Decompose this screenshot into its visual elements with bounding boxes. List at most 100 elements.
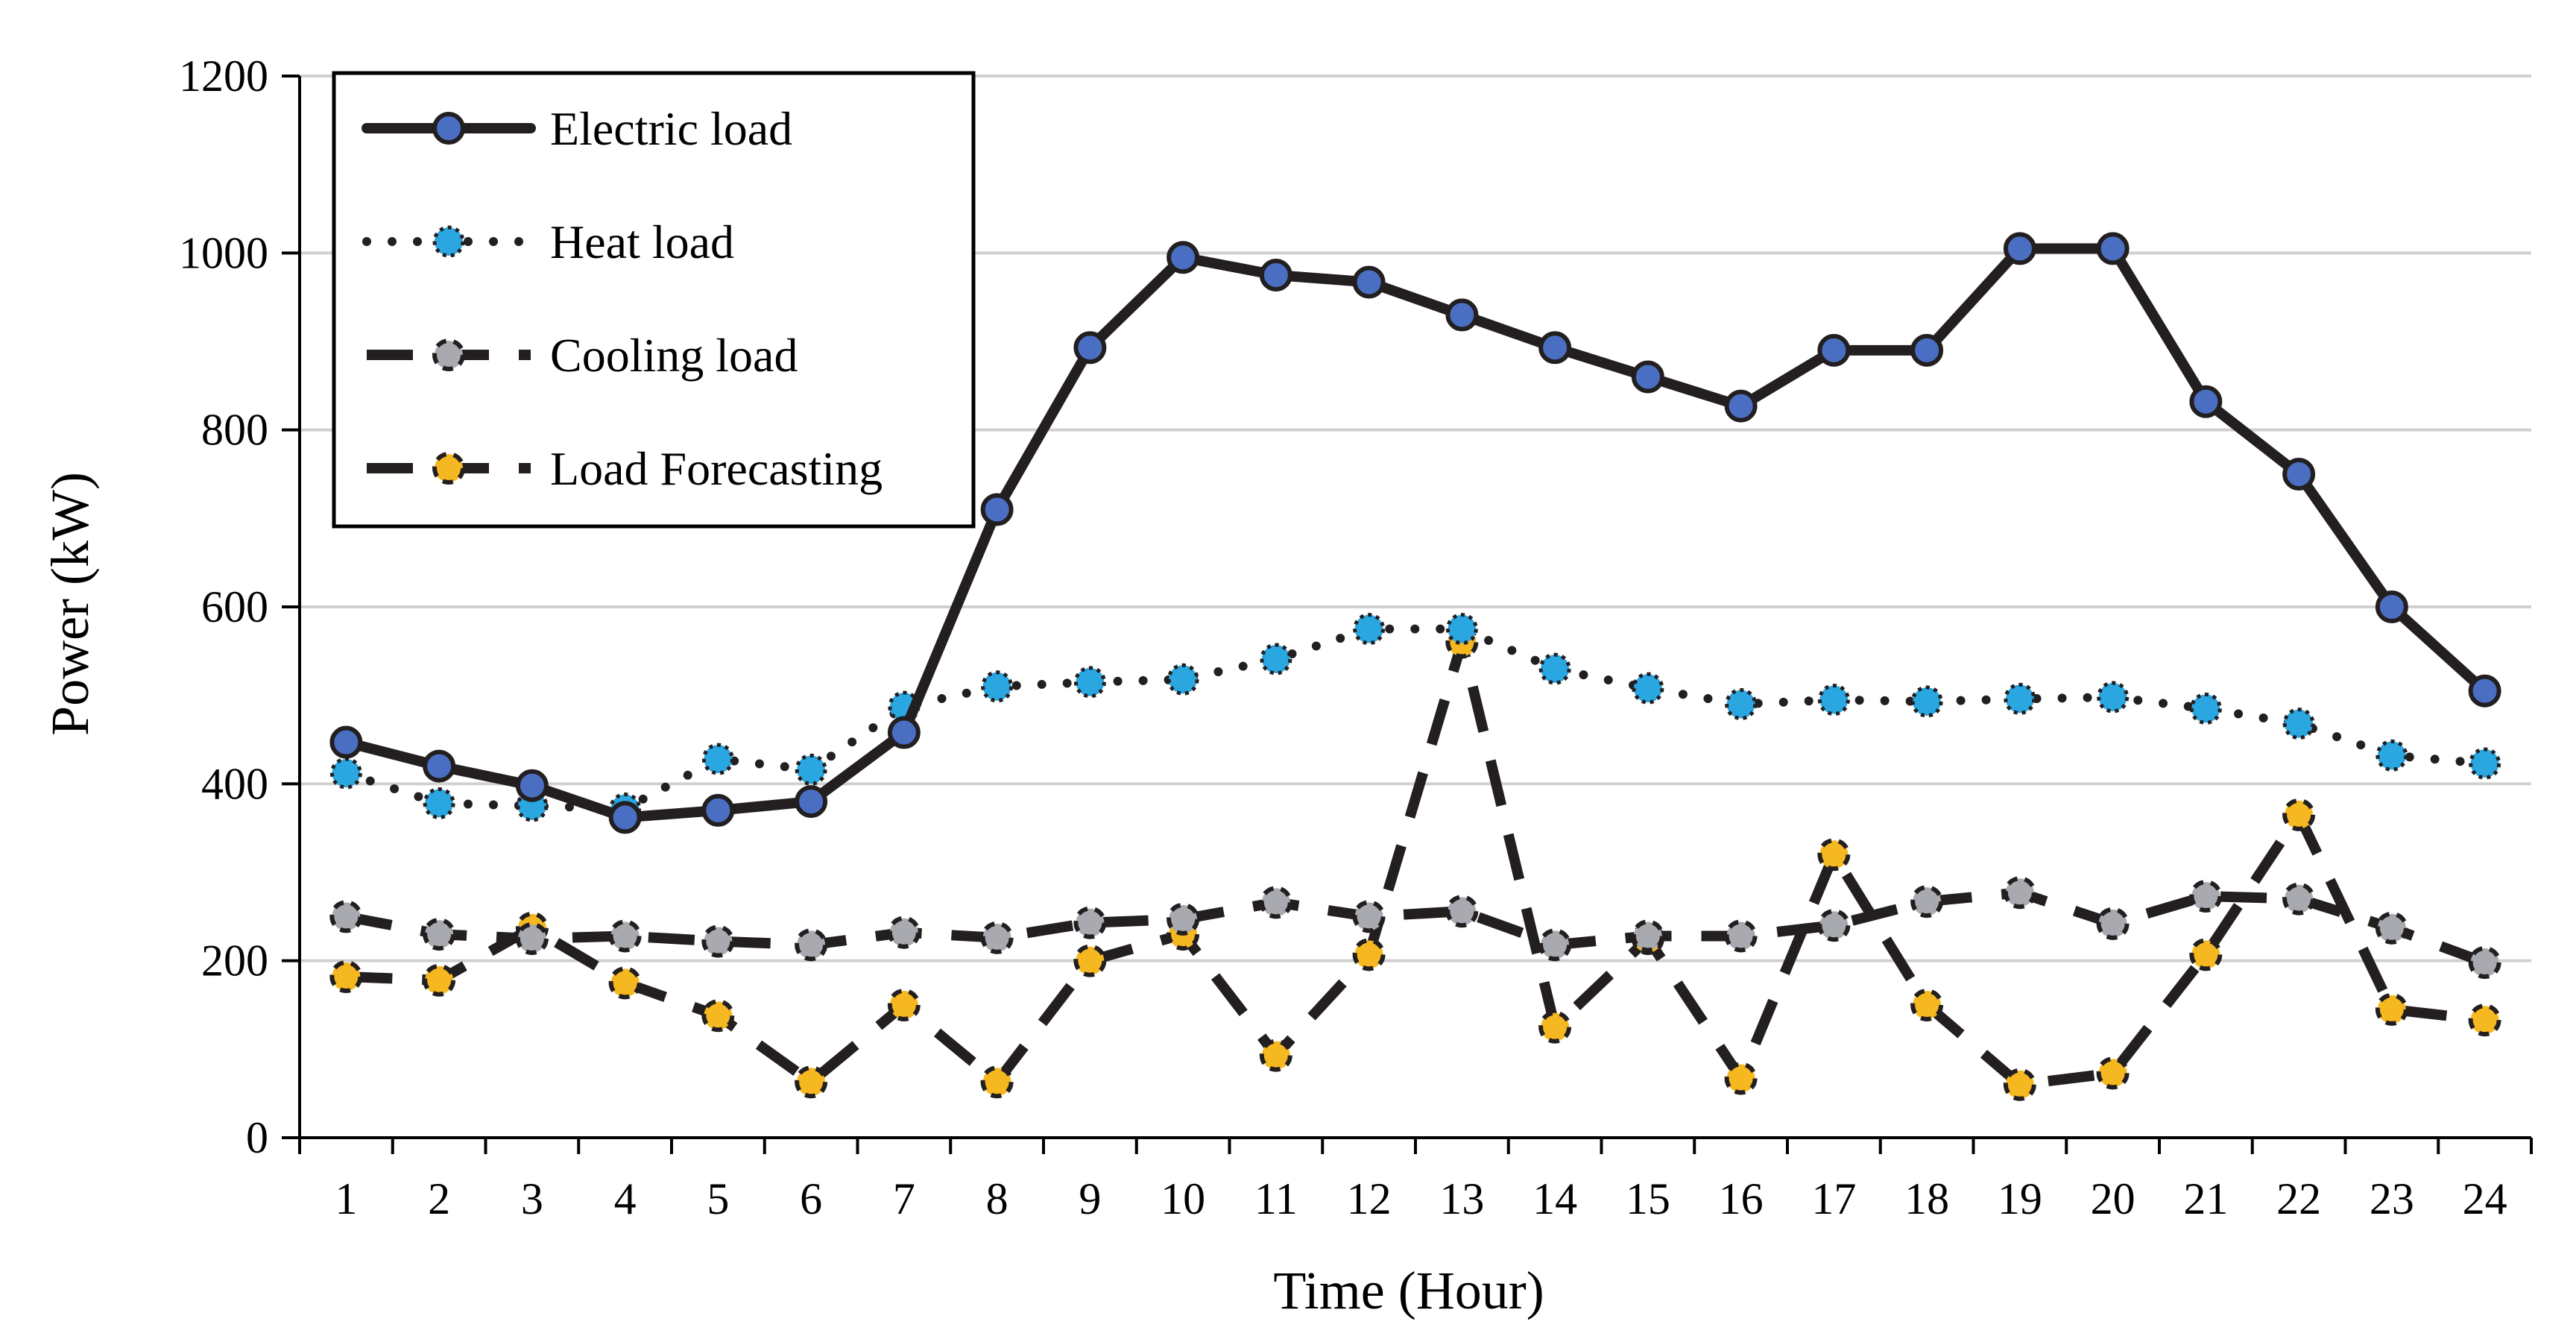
- x-tick-label-16: 16: [1719, 1174, 1764, 1223]
- data-point-electric-load-2: [423, 749, 456, 783]
- data-point-load-forecasting-6: [795, 1065, 828, 1099]
- data-point-electric-load-1: [329, 725, 363, 759]
- data-point-cooling-load-21: [2189, 880, 2223, 913]
- data-point-cooling-load-18: [1910, 885, 1944, 919]
- data-point-electric-load-16: [1724, 389, 1758, 423]
- data-point-electric-load-9: [1073, 331, 1107, 365]
- data-point-electric-load-7: [887, 716, 921, 749]
- data-point-cooling-load-9: [1073, 906, 1107, 939]
- series-line-load-forecasting: [346, 637, 2486, 1090]
- data-point-heat-load-13: [1445, 613, 1478, 646]
- legend-marker-electric-load: [432, 112, 465, 145]
- data-point-cooling-load-15: [1631, 919, 1664, 953]
- data-point-load-forecasting-17: [1817, 838, 1851, 872]
- data-point-load-forecasting-23: [2375, 992, 2408, 1026]
- x-tick-label-7: 7: [893, 1174, 915, 1223]
- x-tick-label-23: 23: [2370, 1174, 2414, 1223]
- legend: Electric load Heat load Cooling load Load F…: [332, 71, 976, 529]
- data-point-electric-load-3: [515, 769, 549, 802]
- y-tick-label-200: 200: [201, 936, 268, 986]
- series-group: [329, 232, 2501, 1101]
- data-point-heat-load-10: [1167, 663, 1199, 696]
- data-point-cooling-load-13: [1445, 895, 1479, 928]
- data-point-load-forecasting-19: [2003, 1068, 2036, 1101]
- x-tick-label-1: 1: [335, 1174, 357, 1223]
- data-point-electric-load-10: [1167, 241, 1200, 274]
- data-point-cooling-load-3: [515, 922, 549, 955]
- data-point-cooling-load-4: [608, 919, 642, 953]
- data-point-load-forecasting-4: [608, 966, 642, 1000]
- data-point-cooling-load-20: [2096, 907, 2130, 940]
- data-point-cooling-load-16: [1724, 919, 1758, 953]
- data-point-cooling-load-14: [1538, 928, 1572, 962]
- x-tick-label-3: 3: [521, 1174, 543, 1223]
- y-tick-label-0: 0: [246, 1113, 268, 1162]
- data-point-heat-load-21: [2189, 692, 2222, 725]
- x-tick-label-14: 14: [1532, 1174, 1577, 1223]
- data-point-load-forecasting-8: [980, 1065, 1014, 1099]
- data-point-cooling-load-1: [329, 900, 363, 933]
- data-point-heat-load-22: [2282, 708, 2315, 740]
- data-point-electric-load-4: [608, 801, 642, 834]
- data-point-load-forecasting-16: [1724, 1062, 1758, 1095]
- data-point-load-forecasting-11: [1259, 1039, 1292, 1072]
- data-point-heat-load-5: [701, 743, 734, 775]
- legend-label-load-forecasting: Load Forecasting: [550, 442, 883, 495]
- legend-box: [332, 71, 976, 529]
- legend-marker-load-forecasting: [432, 452, 465, 485]
- y-tick-label-800: 800: [201, 406, 268, 455]
- data-point-cooling-load-19: [2003, 876, 2036, 910]
- data-point-electric-load-21: [2189, 385, 2223, 418]
- x-tick-label-11: 11: [1254, 1174, 1298, 1223]
- data-point-heat-load-9: [1073, 666, 1106, 699]
- data-point-cooling-load-6: [795, 928, 828, 962]
- legend-entry-load-forecasting: Load Forecasting: [367, 442, 883, 495]
- x-tick-label-20: 20: [2091, 1174, 2135, 1223]
- data-point-electric-load-22: [2282, 458, 2316, 491]
- y-tick-label-400: 400: [201, 759, 268, 808]
- data-point-cooling-load-22: [2282, 882, 2316, 916]
- data-point-electric-load-6: [795, 785, 828, 819]
- legend-label-electric-load: Electric load: [550, 102, 792, 155]
- y-tick-label-1200: 1200: [179, 51, 268, 101]
- y-tick-label-600: 600: [201, 582, 268, 631]
- data-point-cooling-load-24: [2468, 946, 2501, 980]
- data-point-electric-load-15: [1631, 360, 1664, 394]
- data-point-heat-load-16: [1725, 688, 1758, 721]
- x-tick-label-13: 13: [1439, 1174, 1484, 1223]
- data-point-load-forecasting-14: [1538, 1010, 1572, 1044]
- data-point-heat-load-18: [1910, 685, 1943, 718]
- x-tick-label-17: 17: [1811, 1174, 1856, 1223]
- data-point-heat-load-2: [423, 787, 455, 819]
- data-point-heat-load-6: [795, 753, 827, 786]
- data-point-electric-load-17: [1817, 333, 1851, 367]
- series-line-heat-load: [341, 624, 2490, 813]
- x-tick-label-2: 2: [428, 1174, 450, 1223]
- series-line-cooling-load: [345, 887, 2487, 968]
- data-point-cooling-load-17: [1817, 909, 1851, 942]
- y-axis-title: Power (kW): [40, 472, 100, 736]
- data-point-electric-load-19: [2003, 232, 2036, 265]
- series-cooling-load: [329, 876, 2501, 980]
- data-point-heat-load-24: [2469, 747, 2501, 780]
- legend-entry-cooling-load: Cooling load: [367, 329, 798, 382]
- data-point-heat-load-14: [1538, 652, 1571, 685]
- data-point-heat-load-15: [1632, 672, 1664, 705]
- legend-label-heat-load: Heat load: [550, 215, 734, 268]
- data-point-cooling-load-5: [701, 924, 735, 958]
- x-axis-title: Time (Hour): [1273, 1261, 1544, 1320]
- legend-marker-heat-load: [432, 225, 465, 258]
- data-point-load-forecasting-21: [2189, 938, 2223, 971]
- data-point-heat-load-12: [1353, 613, 1386, 646]
- data-point-heat-load-23: [2375, 739, 2408, 772]
- x-tick-label-22: 22: [2276, 1174, 2321, 1223]
- data-point-cooling-load-11: [1259, 886, 1292, 919]
- x-tick-label-4: 4: [614, 1174, 637, 1223]
- legend-entry-electric-load: Electric load: [362, 102, 792, 155]
- data-point-electric-load-12: [1352, 265, 1386, 299]
- data-point-cooling-load-10: [1167, 902, 1200, 936]
- data-point-cooling-load-12: [1352, 900, 1386, 933]
